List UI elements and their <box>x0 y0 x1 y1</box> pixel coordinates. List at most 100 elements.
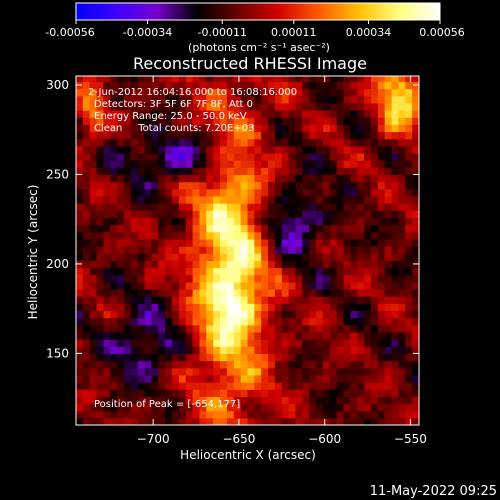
heatmap-cell <box>247 110 255 118</box>
heatmap-cell <box>288 324 297 333</box>
heatmap-cell <box>261 274 269 283</box>
heatmap-cell <box>384 396 393 405</box>
heatmap-cell <box>110 152 118 161</box>
heatmap-cell <box>240 210 249 218</box>
heatmap-cell <box>322 403 331 412</box>
heatmap-cell <box>391 210 400 218</box>
heatmap-cell <box>124 181 132 190</box>
heatmap-cell <box>254 231 262 240</box>
heatmap-cell <box>295 281 303 290</box>
heatmap-cell <box>240 253 249 261</box>
heatmap-cell <box>137 389 146 397</box>
heatmap-cell <box>405 367 413 376</box>
heatmap-cell <box>377 367 386 376</box>
heatmap-cell <box>151 102 159 111</box>
heatmap-cell <box>165 281 173 290</box>
heatmap-cell <box>384 138 393 147</box>
heatmap-cell <box>103 117 111 125</box>
heatmap-cell <box>151 389 159 397</box>
heatmap-cell <box>357 217 365 226</box>
heatmap-cell <box>412 367 419 376</box>
heatmap-cell <box>343 296 351 304</box>
heatmap-cell <box>377 238 386 247</box>
heatmap-cell <box>82 353 91 362</box>
heatmap-cell <box>185 317 194 326</box>
heatmap-cell <box>76 281 84 290</box>
heatmap-cell <box>76 88 84 97</box>
heatmap-cell <box>172 181 180 190</box>
heatmap-cell <box>110 288 118 297</box>
heatmap-cell <box>76 303 84 312</box>
heatmap-cell <box>295 145 303 154</box>
heatmap-cell <box>309 382 317 390</box>
heatmap-cell <box>370 382 379 390</box>
heatmap-cell <box>405 188 413 197</box>
heatmap-cell <box>178 403 187 412</box>
heatmap-cell <box>364 296 372 304</box>
heatmap-cell <box>199 188 207 197</box>
heatmap-cell <box>254 174 262 183</box>
heatmap-cell <box>247 102 255 111</box>
heatmap-cell <box>288 110 297 118</box>
heatmap-cell <box>336 417 345 425</box>
heatmap-cell <box>137 174 146 183</box>
heatmap-cell <box>398 253 406 261</box>
heatmap-cell <box>185 203 194 211</box>
heatmap-cell <box>357 331 365 340</box>
heatmap-cell <box>274 260 283 269</box>
heatmap-cell <box>336 138 345 147</box>
heatmap-cell <box>322 360 331 369</box>
heatmap-cell <box>309 102 317 111</box>
heatmap-cell <box>412 174 419 183</box>
heatmap-cell <box>254 110 262 118</box>
heatmap-cell <box>384 95 393 104</box>
heatmap-cell <box>329 131 338 140</box>
heatmap-cell <box>137 260 146 269</box>
heatmap-cell <box>213 160 221 168</box>
heatmap-cell <box>172 231 180 240</box>
heatmap-cell <box>370 296 379 304</box>
heatmap-cell <box>172 124 180 133</box>
heatmap-cell <box>254 410 262 419</box>
heatmap-cell <box>254 403 262 412</box>
heatmap-cell <box>370 174 379 183</box>
heatmap-cell <box>295 296 303 304</box>
heatmap-cell <box>316 152 324 161</box>
heatmap-cell <box>412 131 419 140</box>
heatmap-cell <box>76 181 84 190</box>
heatmap-cell <box>412 317 419 326</box>
heatmap-cell <box>151 88 159 97</box>
heatmap-cell <box>103 88 111 97</box>
heatmap-cell <box>357 310 365 319</box>
heatmap-cell <box>226 317 235 326</box>
heatmap-cell <box>226 217 235 226</box>
heatmap-cell <box>343 81 351 90</box>
heatmap-cell <box>110 339 118 347</box>
heatmap-cell <box>357 117 365 125</box>
heatmap-cell <box>391 117 400 125</box>
heatmap-cell <box>151 310 159 319</box>
heatmap-cell <box>281 117 290 125</box>
heatmap-cell <box>261 310 269 319</box>
colorbar-tick-label: 0.00034 <box>346 26 392 39</box>
heatmap-cell <box>247 145 255 154</box>
heatmap-cell <box>274 296 283 304</box>
heatmap-cell <box>117 138 125 147</box>
heatmap-cell <box>226 403 235 412</box>
heatmap-cell <box>137 339 146 347</box>
heatmap-cell <box>240 131 249 140</box>
heatmap-cell <box>309 160 317 168</box>
heatmap-cell <box>261 160 269 168</box>
heatmap-cell <box>178 253 187 261</box>
x-tick-label: −650 <box>222 432 255 446</box>
heatmap-cell <box>316 396 324 405</box>
heatmap-cell <box>192 410 201 419</box>
heatmap-cell <box>206 396 214 405</box>
heatmap-cell <box>76 203 84 211</box>
heatmap-cell <box>398 102 406 111</box>
heatmap-cell <box>137 317 146 326</box>
heatmap-cell <box>213 317 221 326</box>
heatmap-cell <box>124 246 132 254</box>
heatmap-cell <box>247 303 255 312</box>
heatmap-cell <box>302 181 310 190</box>
